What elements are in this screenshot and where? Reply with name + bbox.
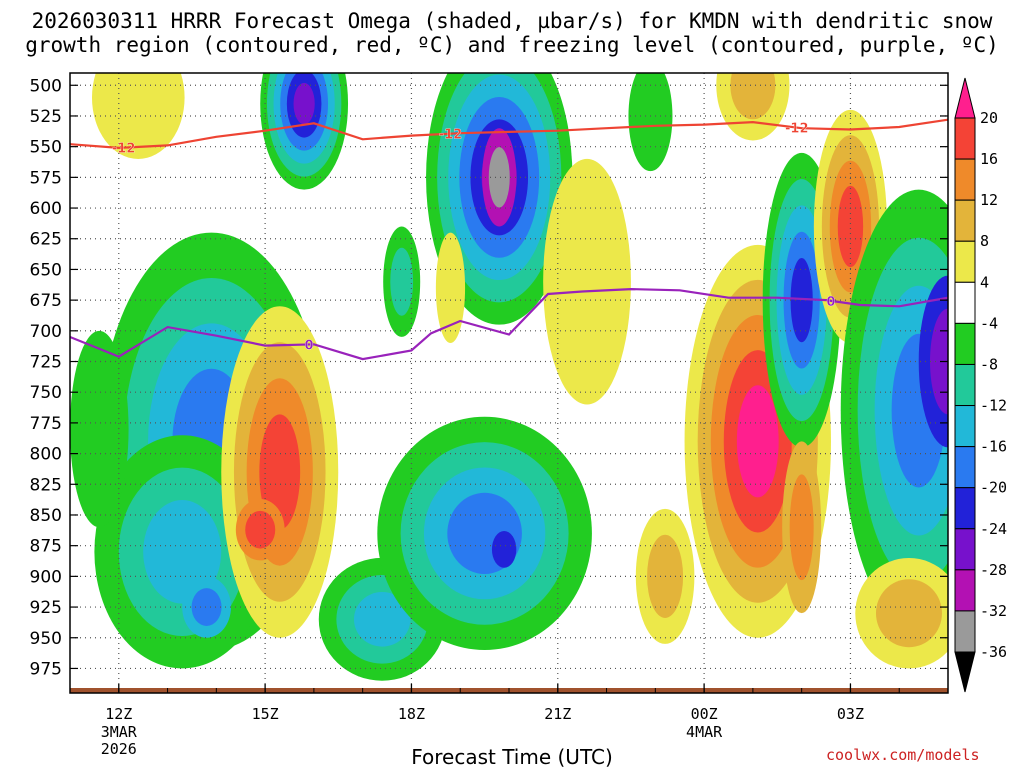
y-tick-label-800: 800 (30, 445, 62, 465)
upper-left-descent-level-4 (92, 73, 185, 159)
colorbar-label--28: -28 (980, 561, 1007, 579)
colorbar-bin-3 (954, 199, 976, 242)
dgz-contour-line (70, 118, 948, 150)
x-tick-label-00Z: 00Z (691, 705, 718, 723)
colorbar-bin-12 (954, 569, 976, 612)
y-tick-label-625: 625 (30, 230, 62, 250)
descent-bottom-right-level-3 (875, 579, 942, 648)
colorbar-bin-6 (954, 322, 976, 365)
chart-title-line-2: growth region (contoured, red, ºC) and f… (25, 33, 999, 57)
colorbar-bin-11 (954, 528, 976, 571)
left-edge-green-level-6 (70, 330, 129, 528)
ascent-20z-core-level-13 (488, 147, 510, 208)
x-tick-sublabel-2026: 2026 (101, 740, 137, 758)
axes-layer: 500 525 550 575 600 625 650 675 700 725 750 775 800 8… (30, 72, 949, 758)
colorbar-bin-4 (954, 240, 976, 283)
y-tick-label-775: 775 (30, 414, 62, 434)
descent-01z-level-0 (736, 385, 779, 498)
colorbar-label--12: -12 (980, 397, 1007, 415)
descent-00z-upper-level-3 (730, 73, 776, 120)
descent-15z-core-level-1 (245, 510, 276, 549)
descent-15z-level-1 (259, 414, 301, 530)
grid-lines (70, 73, 948, 693)
colorbar-bin-1 (954, 117, 976, 160)
y-tick-label-700: 700 (30, 322, 62, 342)
x-tick-label-18Z: 18Z (398, 705, 425, 723)
freezing-level-line (70, 287, 948, 361)
ascent-23z-upper-level-6 (628, 73, 673, 172)
y-tick-label-525: 525 (30, 107, 62, 127)
x-tick-label-12Z: 12Z (105, 705, 132, 723)
y-tick-label-975: 975 (30, 659, 62, 679)
colorbar-label-16: 16 (980, 150, 998, 168)
colorbar-label--4: -4 (980, 314, 998, 332)
contour-layer: -12 -12 -12 0 0 (70, 118, 948, 361)
colorbar-bin-7 (954, 363, 976, 407)
descent-22z-level-4 (543, 158, 631, 405)
descent-03z-level-1 (837, 185, 864, 268)
colorbar-label-12: 12 (980, 191, 998, 209)
colorbar-bin-2 (954, 158, 976, 201)
omega-shading-layer (70, 73, 948, 693)
dgz-contour-label-0: -12 (112, 142, 136, 157)
descent-19z-level-4 (435, 232, 466, 344)
colorbar-min-triangle (954, 651, 976, 693)
upper-ascent-16z-level-11 (293, 82, 315, 125)
y-tick-label-825: 825 (30, 475, 62, 495)
colorbar-label--36: -36 (980, 643, 1007, 661)
y-tick-label-575: 575 (30, 168, 62, 188)
descent-02z-low-level-2 (789, 474, 814, 581)
y-tick-label-875: 875 (30, 537, 62, 557)
x-axis-label: Forecast Time (UTC) (411, 745, 613, 769)
ascent-right-core-level-11 (930, 308, 948, 415)
omega-colorbar: 20 16 12 8 4 -4 -8 -12 -16 -20 -24 -28 -32 -36 (954, 77, 1007, 693)
y-tick-label-500: 500 (30, 76, 62, 96)
ascent-02z-level-10 (790, 258, 813, 343)
colorbar-bin-8 (954, 405, 976, 448)
y-tick-label-925: 925 (30, 598, 62, 618)
freezing-level-label-0: 0 (304, 338, 313, 353)
ascent-17z-lower-level-8 (353, 592, 411, 647)
site-credit: coolwx.com/models (826, 746, 980, 764)
y-tick-label-675: 675 (30, 291, 62, 311)
early-ascent-925-level-9 (191, 588, 222, 626)
chart-title-line-1: 2026030311 HRRR Forecast Omega (shaded, … (31, 9, 993, 33)
y-tick-label-750: 750 (30, 383, 62, 403)
y-tick-label-950: 950 (30, 629, 62, 649)
colorbar-bin-13 (954, 610, 976, 653)
colorbar-bin-10 (954, 487, 976, 530)
colorbar-label--20: -20 (980, 479, 1007, 497)
colorbar-bin-9 (954, 446, 976, 489)
colorbar-label--32: -32 (980, 602, 1007, 620)
x-tick-sublabel-3MAR: 3MAR (101, 723, 138, 741)
freezing-level-label-1: 0 (826, 295, 835, 310)
y-tick-label-550: 550 (30, 138, 62, 158)
y-tick-label-900: 900 (30, 567, 62, 587)
colorbar-label-8: 8 (980, 232, 989, 250)
x-tick-label-15Z: 15Z (252, 705, 279, 723)
y-tick-label-850: 850 (30, 506, 62, 526)
colorbar-label-4: 4 (980, 273, 989, 291)
small-ascent-17z-level-7 (390, 247, 414, 316)
colorbar-label-20: 20 (980, 109, 998, 127)
x-tick-label-03Z: 03Z (837, 705, 864, 723)
colorbar-label--24: -24 (980, 520, 1007, 538)
y-tick-label-650: 650 (30, 260, 62, 280)
colorbar-bin-5 (954, 281, 976, 324)
colorbar-label--16: -16 (980, 438, 1007, 456)
y-tick-label-725: 725 (30, 353, 62, 373)
y-tick-label-600: 600 (30, 199, 62, 219)
x-tick-label-21Z: 21Z (544, 705, 571, 723)
ascent-20z-lower-core-level-10 (491, 530, 517, 568)
dgz-contour-label-2: -12 (785, 122, 809, 137)
dgz-contour-label-1: -12 (439, 128, 463, 143)
colorbar-label--8: -8 (980, 355, 998, 373)
colorbar-max-triangle (954, 77, 976, 119)
x-tick-sublabel-4MAR: 4MAR (686, 723, 723, 741)
